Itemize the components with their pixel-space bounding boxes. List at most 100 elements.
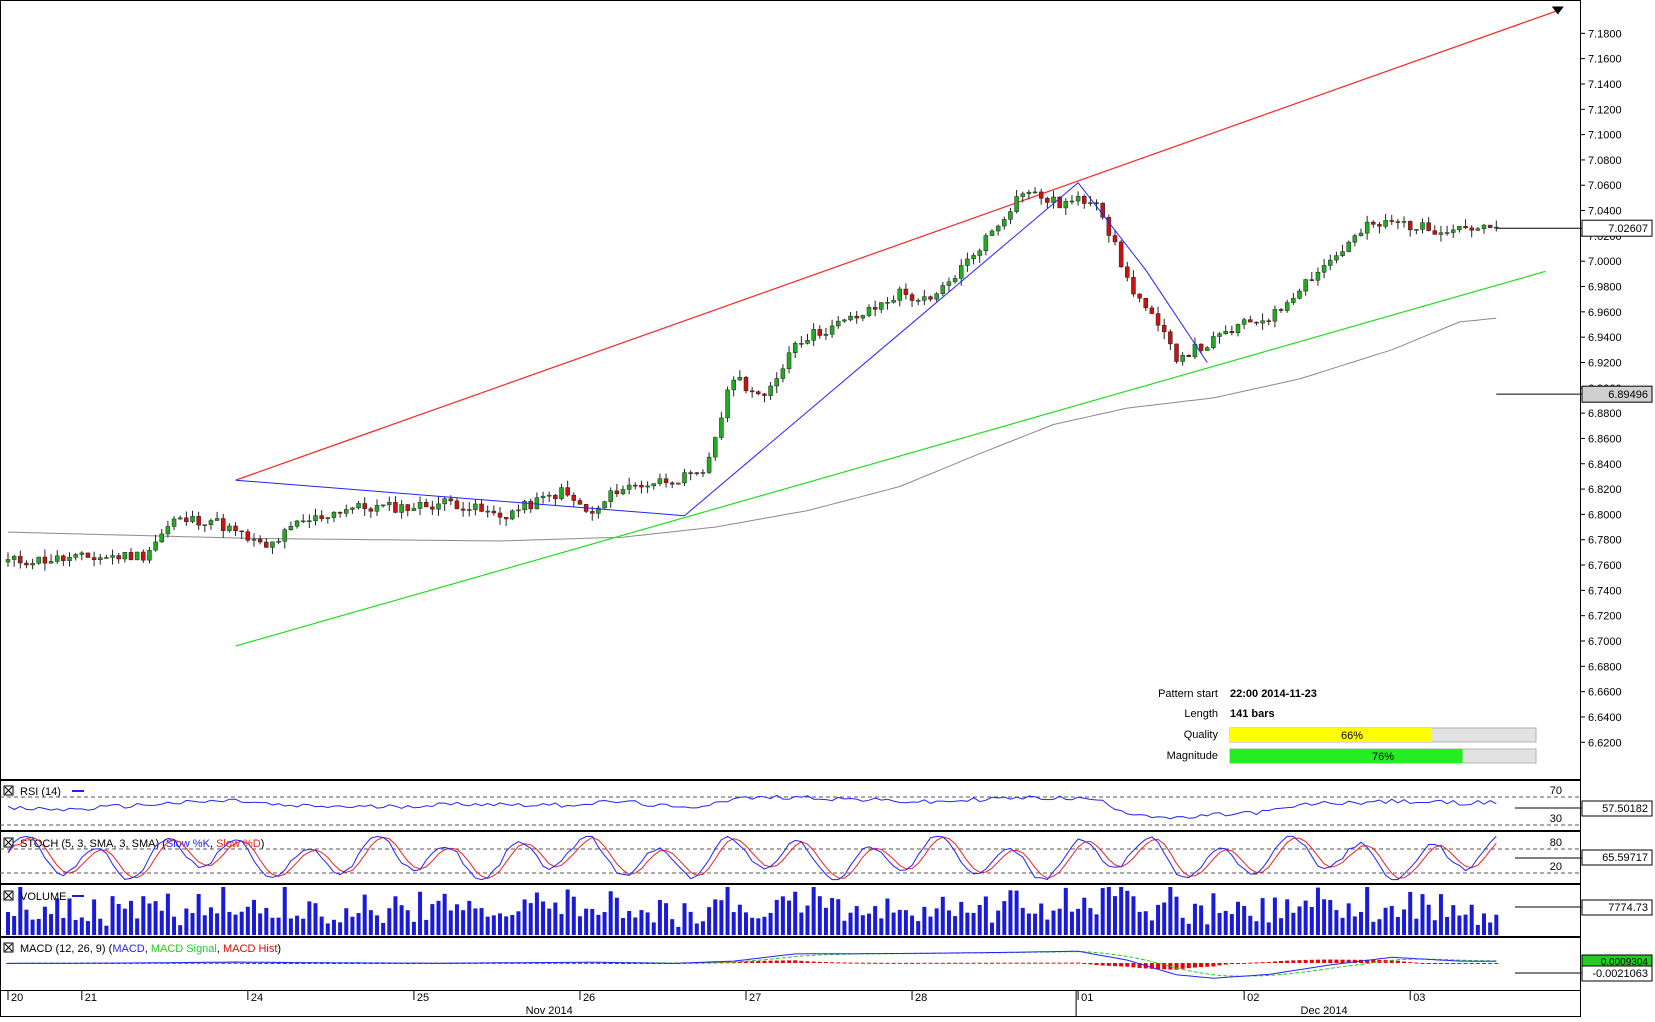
candle-body bbox=[442, 498, 447, 505]
macd-hist-bar bbox=[1149, 963, 1154, 969]
macd-hist-bar bbox=[338, 963, 343, 964]
macd-hist-bar bbox=[1482, 963, 1486, 964]
macd-label-open: ( bbox=[106, 943, 113, 955]
candle-body bbox=[1297, 290, 1302, 299]
candle-body bbox=[823, 333, 829, 336]
macd-hist-bar bbox=[707, 962, 712, 964]
macd-hist-bar bbox=[288, 963, 293, 964]
macd-legend-signal: MACD Signal bbox=[151, 943, 217, 955]
volume-bar bbox=[774, 899, 779, 935]
volume-bar bbox=[553, 902, 558, 935]
volume-bar bbox=[1026, 913, 1031, 935]
candle-body bbox=[307, 520, 312, 522]
volume-bar bbox=[325, 923, 330, 935]
stoch-label-open: ( bbox=[159, 838, 166, 850]
price-tick-label: 7.0800 bbox=[1588, 155, 1622, 167]
volume-bar bbox=[295, 915, 300, 935]
candle-body bbox=[134, 551, 140, 561]
macd-hist-bar bbox=[190, 962, 195, 964]
candle-body bbox=[1082, 196, 1087, 204]
volume-bar bbox=[621, 918, 625, 935]
macd-hist-bar bbox=[350, 963, 355, 964]
macd-hist-bar bbox=[331, 963, 336, 964]
candle-body bbox=[700, 472, 706, 474]
candle-body bbox=[1309, 279, 1315, 281]
macd-hist-bar bbox=[639, 963, 644, 964]
candle-body bbox=[934, 293, 939, 300]
volume-bar bbox=[848, 912, 853, 935]
price-tick-label: 6.7600 bbox=[1588, 560, 1622, 572]
macd-hist-bar bbox=[1100, 963, 1105, 966]
macd-hist-bar bbox=[184, 962, 189, 964]
candle-body bbox=[257, 538, 263, 543]
volume-bar bbox=[811, 887, 816, 935]
macd-hist-bar bbox=[1119, 963, 1124, 967]
candle-body bbox=[1321, 265, 1327, 273]
pattern-info-box: Pattern start 22:00 2014-11-23 Length 14… bbox=[1158, 688, 1537, 764]
volume-bar bbox=[1082, 897, 1087, 935]
volume-bar bbox=[387, 908, 392, 935]
volume-bar bbox=[313, 903, 318, 935]
candle-body bbox=[842, 319, 847, 322]
price-tick-label: 6.6600 bbox=[1588, 687, 1622, 699]
candle-body bbox=[848, 315, 853, 321]
price-tick-label: 6.6800 bbox=[1588, 661, 1622, 673]
macd-hist-bar bbox=[368, 963, 373, 964]
macd-hist-bar bbox=[959, 962, 964, 964]
macd-hist-bar bbox=[694, 962, 699, 964]
volume-bar bbox=[172, 916, 177, 935]
candle-body bbox=[491, 510, 497, 514]
volume-value-text: 7774.73 bbox=[1608, 902, 1648, 914]
candle-body bbox=[399, 504, 404, 513]
candle-body bbox=[1364, 221, 1370, 234]
candle-body bbox=[706, 456, 712, 473]
macd-hist-bar bbox=[873, 962, 878, 964]
macd-hist-bar bbox=[928, 962, 933, 964]
macd-hist-bar bbox=[1395, 960, 1400, 963]
volume-bar bbox=[178, 925, 183, 935]
macd-legend-macd: MACD bbox=[112, 943, 144, 955]
macd-hist-bar bbox=[584, 962, 589, 964]
candle-body bbox=[922, 296, 927, 301]
volume-bar bbox=[1014, 890, 1019, 935]
volume-bar bbox=[590, 908, 595, 935]
volume-bar bbox=[1315, 887, 1320, 935]
stoch-d-label: Slow %D bbox=[216, 838, 261, 850]
candle-body bbox=[694, 472, 700, 474]
volume-bar bbox=[750, 917, 755, 935]
candle-body bbox=[965, 258, 970, 266]
macd-hist-bar bbox=[1303, 959, 1308, 963]
macd-hist-bar bbox=[750, 961, 755, 963]
volume-bar bbox=[971, 912, 976, 935]
candle-body bbox=[1358, 232, 1364, 236]
rsi-level-70-label: 70 bbox=[1550, 785, 1562, 797]
volume-bar bbox=[1143, 911, 1148, 935]
candle-body bbox=[423, 501, 429, 508]
stoch-close-icon bbox=[4, 838, 13, 847]
macd-hist-bar bbox=[276, 963, 281, 964]
volume-bar bbox=[196, 894, 201, 935]
price-tick-label: 6.9200 bbox=[1588, 357, 1622, 369]
macd-hist-bar bbox=[1045, 962, 1050, 964]
candle-body bbox=[676, 482, 681, 485]
macd-hist-bar bbox=[196, 962, 201, 964]
macd-hist-bar bbox=[1199, 963, 1204, 968]
price-tick-label: 6.6400 bbox=[1588, 712, 1622, 724]
volume-bar bbox=[897, 909, 902, 935]
candle-body bbox=[1014, 196, 1019, 212]
volume-bar bbox=[1426, 904, 1431, 935]
macd-hist-bar bbox=[1217, 963, 1222, 966]
volume-bar bbox=[338, 922, 343, 935]
volume-bar bbox=[1383, 907, 1388, 935]
rsi-value-box bbox=[1581, 800, 1653, 817]
candle-body bbox=[682, 472, 687, 484]
candle-body bbox=[780, 368, 786, 379]
candle-body bbox=[54, 555, 60, 562]
macd-hist-bar bbox=[1254, 962, 1259, 964]
volume-bar bbox=[1217, 912, 1222, 935]
macd-hist-bar bbox=[1445, 963, 1450, 964]
stoch-label-sep: , bbox=[210, 838, 216, 850]
macd-hist-bar bbox=[633, 963, 638, 964]
candle-body bbox=[559, 487, 564, 500]
candle-body bbox=[756, 391, 761, 395]
